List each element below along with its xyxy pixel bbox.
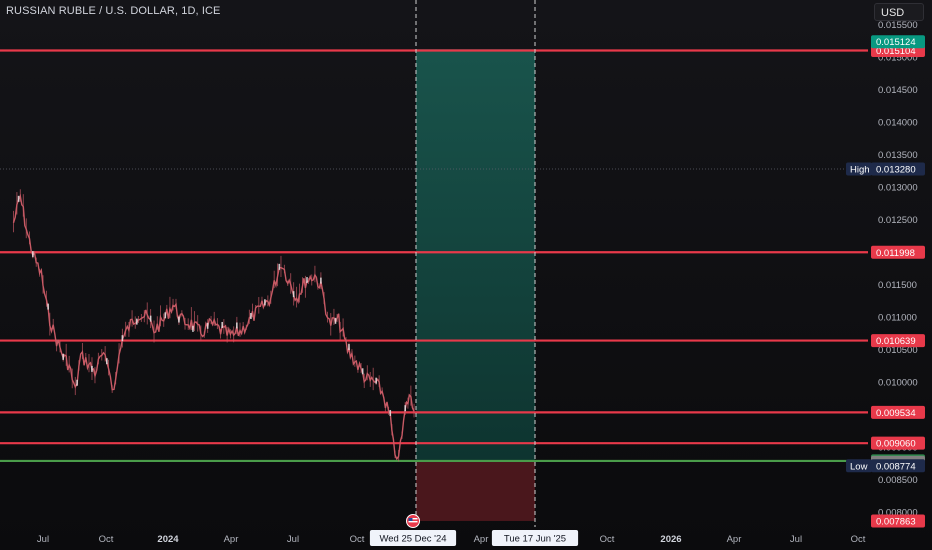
- level-tag-1-bg: [871, 245, 925, 259]
- date-tag-label: Wed 25 Dec '24: [379, 534, 446, 545]
- candle-body-30: [62, 353, 64, 360]
- candle-body-174: [292, 291, 295, 298]
- flag-canton-icon: [408, 518, 413, 521]
- level-tag-2-text: 0.010639: [876, 336, 916, 347]
- high-tag-caption: High: [850, 164, 870, 175]
- candle-body-246: [404, 405, 407, 412]
- y-tick-label: 0.013500: [878, 150, 918, 161]
- candle-body-210: [348, 344, 350, 351]
- candle-body-84: [149, 315, 152, 322]
- price-tag-stop-bg: [871, 514, 925, 528]
- price-tag-target-text: 0.015124: [876, 37, 916, 48]
- candle-body-39: [76, 379, 78, 386]
- candle-body-102: [178, 316, 180, 323]
- y-tick-label: 0.015000: [878, 53, 918, 64]
- currency-button[interactable]: USD: [874, 3, 924, 21]
- level-tag-3-text: 0.009534: [876, 408, 916, 419]
- level-tag-2-bg: [871, 334, 925, 348]
- date-tag-bg: [369, 530, 457, 546]
- candle-body-66: [121, 335, 124, 342]
- candle-body-12: [32, 251, 34, 258]
- candle-body-237: [389, 409, 392, 416]
- flag-stripe-icon: [408, 521, 418, 523]
- candle-body-129: [221, 321, 224, 328]
- loss-zone: [416, 460, 535, 521]
- x-tick-label: Apr: [474, 534, 489, 545]
- y-tick-label: 0.012500: [878, 215, 918, 226]
- level-tag-3-bg: [871, 405, 925, 419]
- candle-body-165: [278, 263, 281, 270]
- y-tick-label: 0.008000: [878, 508, 918, 519]
- low-tag-value-bg: [871, 459, 925, 473]
- y-tick-label: 0.014500: [878, 85, 918, 96]
- low-tag-caption-bg: [846, 459, 872, 473]
- profit-zone: [416, 49, 535, 461]
- y-tick-label: 0.010500: [878, 345, 918, 356]
- candle-body-156: [264, 299, 266, 306]
- y-tick-label: 0.008500: [878, 475, 918, 486]
- candle-body-111: [192, 325, 194, 332]
- x-tick-label: Jul: [37, 534, 49, 545]
- candle-body-219: [361, 368, 364, 375]
- x-tick-label: Apr: [727, 534, 742, 545]
- flag-stripe-icon: [408, 518, 418, 520]
- x-tick-label: Oct: [99, 534, 114, 545]
- x-tick-label: Jul: [790, 534, 802, 545]
- price-tag-target-bg: [871, 35, 925, 49]
- candle-body-201: [334, 317, 337, 324]
- candle-body-75: [136, 318, 138, 325]
- level-tag-1-text: 0.011998: [876, 248, 915, 259]
- candle-body-192: [320, 277, 322, 284]
- y-tick-label: 0.014000: [878, 118, 918, 129]
- x-tick-label: Oct: [350, 534, 365, 545]
- candle-body-93: [164, 312, 167, 319]
- candle-body-120: [206, 322, 209, 329]
- level-tag-4-text: 0.009060: [876, 439, 916, 450]
- candle-body-138: [236, 322, 238, 329]
- candle-body-3: [17, 195, 20, 202]
- x-tick-label: Apr: [224, 534, 239, 545]
- high-tag-caption-bg: [846, 162, 872, 176]
- price-tag-stop-text: 0.007863: [876, 516, 916, 527]
- candle-body-57: [106, 358, 108, 365]
- low-tag-caption: Low: [850, 461, 868, 472]
- y-tick-label: 0.015500: [878, 20, 918, 31]
- level-tag-0-text: 0.015104: [876, 46, 916, 57]
- candle-body-147: [250, 313, 252, 320]
- x-tick-label: 2026: [660, 534, 681, 545]
- date-tag-label: Tue 17 Jun '25: [504, 534, 566, 545]
- y-tick-label: 0.013000: [878, 183, 918, 194]
- low-tag-value: 0.008774: [876, 461, 916, 472]
- candle-body-228: [375, 377, 377, 384]
- high-tag-value-bg: [871, 162, 925, 176]
- candle-body-21: [47, 303, 49, 310]
- high-tag-value: 0.013280: [876, 164, 916, 175]
- y-tick-label: 0.011500: [878, 280, 917, 291]
- date-tag-bg: [491, 530, 579, 546]
- x-tick-label: Jul: [287, 534, 299, 545]
- x-tick-label: Oct: [600, 534, 615, 545]
- chart-title: RUSSIAN RUBLE / U.S. DOLLAR, 1D, ICE: [6, 5, 221, 17]
- x-tick-label: 2024: [157, 534, 179, 545]
- y-tick-label: 0.011000: [878, 313, 917, 324]
- level-tag-4-bg: [871, 436, 925, 450]
- candle-body-183: [306, 277, 308, 284]
- x-tick-label: Oct: [851, 534, 866, 545]
- candle-body-48: [91, 365, 93, 372]
- y-tick-label: 0.010000: [878, 378, 918, 389]
